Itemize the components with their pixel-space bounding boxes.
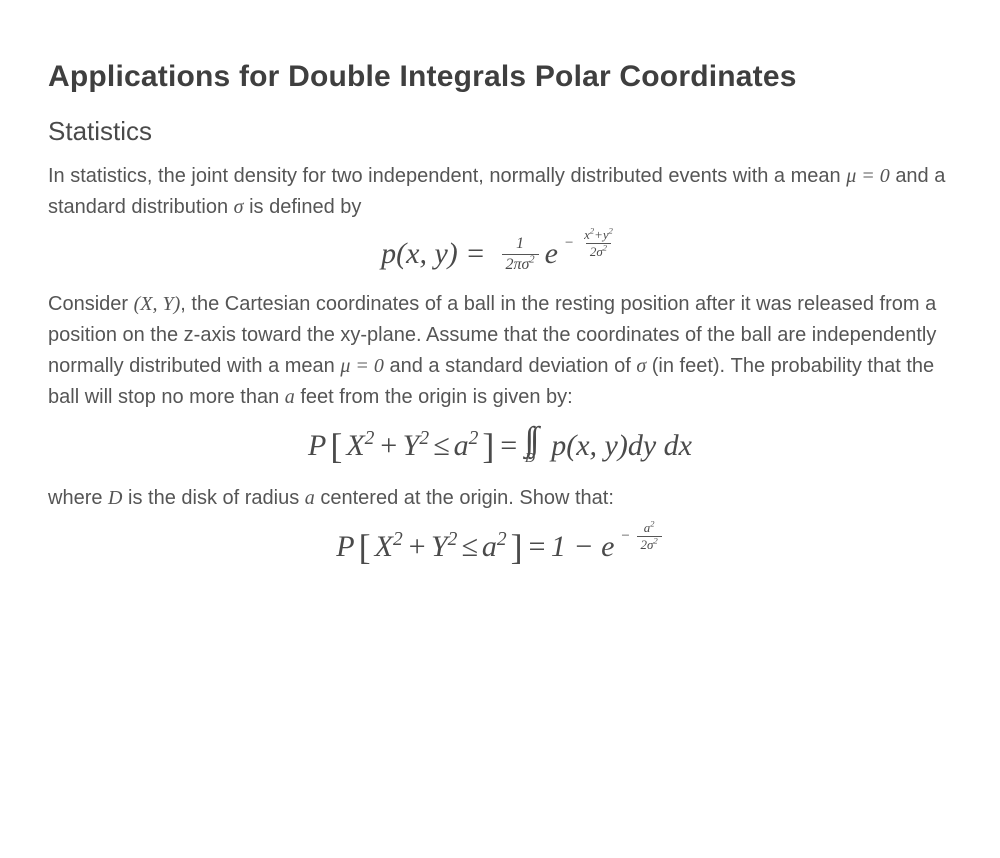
text: is defined by (249, 196, 361, 218)
eq2-X: X2 (346, 429, 374, 463)
exp-fraction: x2+y2 2σ2 (580, 228, 617, 260)
sup: 2 (365, 428, 375, 449)
section-subtitle: Statistics (48, 116, 952, 147)
eq1-fraction: 1 2πσ2 (502, 235, 539, 273)
text: and a standard deviation of (384, 355, 636, 377)
right-bracket: ] (511, 526, 523, 568)
sup: 2 (653, 536, 657, 546)
eq2-leq: ≤ (433, 429, 449, 463)
text: In statistics, the joint density for two… (48, 165, 846, 187)
sup: 2 (469, 428, 479, 449)
text: is the disk of radius (122, 487, 304, 509)
text: Consider (48, 293, 134, 315)
eq3-X: X2 (375, 530, 403, 564)
integral-domain: D (525, 451, 535, 467)
left-bracket: [ (330, 425, 342, 467)
text: X (346, 429, 364, 462)
eq1-e: e (545, 237, 558, 271)
text: 2σ (590, 244, 603, 259)
exp-num: x2+y2 (580, 228, 617, 243)
sigma-symbol: σ (636, 355, 646, 377)
xy-pair: (X, Y) (134, 293, 181, 315)
mu-equals-zero: μ = 0 (340, 355, 384, 377)
sup: 2 (529, 254, 534, 265)
text: centered at the origin. Show that: (315, 487, 614, 509)
exp-neg: − (564, 235, 574, 252)
eq2-integrand: p(x, y)dy dx (551, 429, 692, 463)
sup: 2 (609, 225, 613, 235)
text: a (482, 530, 497, 563)
eq3-exponent: − a2 2σ2 (620, 514, 663, 552)
exp-den: 2σ2 (586, 243, 611, 259)
sup: 2 (650, 519, 654, 529)
eq1-frac-den: 2πσ2 (502, 254, 539, 274)
text: 2σ (641, 537, 654, 552)
D-italic: D (108, 487, 122, 509)
eq2-P: P (308, 429, 326, 463)
a-italic: a (305, 487, 315, 509)
text: + (594, 227, 603, 242)
text: where (48, 487, 108, 509)
eq3-a2: a2 (482, 530, 507, 564)
mu-equals-zero: μ = 0 (846, 165, 890, 187)
sup: 2 (419, 428, 429, 449)
eq2-Y: Y2 (403, 429, 429, 463)
eq3-leq: ≤ (461, 530, 477, 564)
eq3-equals: = (527, 530, 547, 564)
paragraph-3: where D is the disk of radius a centered… (48, 483, 952, 514)
text: 2πσ (506, 256, 530, 273)
eq1-exponent: − x2+y2 2σ2 (564, 221, 619, 259)
eq2-a2: a2 (454, 429, 479, 463)
text: a (454, 429, 469, 462)
text: Y (403, 429, 420, 462)
sup: 2 (448, 529, 458, 550)
exp-fraction: a2 2σ2 (637, 521, 662, 553)
sup: 2 (393, 529, 403, 550)
eq2-plus: + (378, 429, 398, 463)
eq3-P: P (336, 530, 354, 564)
eq2-equals: = (498, 429, 518, 463)
equation-probability-integral: P [ X2 + Y2 ≤ a2 ] = ∫∫ D p(x, y)dy dx (48, 425, 952, 467)
text: X (375, 530, 393, 563)
paragraph-1: In statistics, the joint density for two… (48, 161, 952, 223)
paragraph-2: Consider (X, Y), the Cartesian coordinat… (48, 289, 952, 413)
right-bracket: ] (482, 425, 494, 467)
eq3-plus: + (407, 530, 427, 564)
left-bracket: [ (359, 526, 371, 568)
equation-result: P [ X2 + Y2 ≤ a2 ] = 1 − e − a2 2σ2 (48, 526, 952, 568)
equation-density: p(x, y) = 1 2πσ2 e − x2+y2 2σ2 (48, 235, 952, 273)
eq1-frac-num: 1 (512, 235, 528, 254)
sup: 2 (603, 243, 607, 253)
page-title: Applications for Double Integrals Polar … (48, 60, 952, 94)
eq3-rhs: 1 − e (551, 530, 615, 564)
eq3-Y: Y2 (431, 530, 457, 564)
exp-den: 2σ2 (637, 536, 662, 552)
text: Y (431, 530, 448, 563)
a-italic: a (285, 386, 295, 408)
sup: 2 (497, 529, 507, 550)
document-page: Applications for Double Integrals Polar … (0, 0, 1000, 624)
exp-neg: − (620, 528, 630, 545)
double-integral: ∫∫ D (525, 426, 536, 467)
integral-symbols: ∫∫ (525, 426, 536, 453)
exp-num: a2 (640, 521, 659, 536)
eq1-lhs: p(x, y) = (381, 237, 485, 271)
text: feet from the origin is given by: (295, 386, 573, 408)
sigma-symbol: σ (234, 196, 244, 218)
